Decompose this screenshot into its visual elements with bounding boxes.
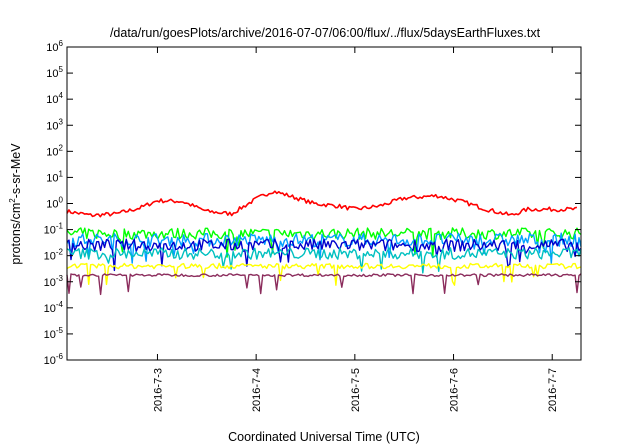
x-axis: 2016-7-3 2016-7-4 2016-7-5 2016-7-6 2016-7-7 (152, 47, 559, 412)
y-tick-label: 105 (46, 65, 63, 80)
y-tick-label: 106 (46, 39, 63, 54)
y-tick-label: 10-1 (44, 222, 64, 237)
y-tick-label: 104 (46, 91, 63, 106)
y-tick-label: 101 (46, 169, 63, 184)
series-line (66, 232, 582, 264)
x-tick-label: 2016-7-4 (251, 368, 263, 412)
y-tick-label: 102 (46, 143, 63, 158)
series-line (66, 262, 582, 286)
series-line (66, 273, 582, 296)
y-tick-label: 10-4 (44, 300, 64, 315)
y-tick-label: 100 (46, 196, 63, 211)
y-tick-label: 10-2 (44, 248, 64, 263)
y-tick-label: 10-3 (44, 274, 64, 289)
series-line (66, 247, 582, 274)
series-line (66, 190, 578, 218)
x-axis-label: Coordinated Universal Time (UTC) (228, 430, 420, 444)
y-axis-label: protons/cm2-s-sr-MeV (8, 143, 23, 265)
y-tick-label: 10-6 (44, 352, 64, 367)
x-tick-label: 2016-7-5 (350, 368, 362, 412)
plot-area (66, 190, 582, 296)
y-tick-label: 103 (46, 117, 63, 132)
plot-frame (66, 46, 582, 361)
x-tick-label: 2016-7-7 (547, 368, 559, 412)
x-tick-label: 2016-7-3 (152, 368, 164, 412)
chart-title: /data/run/goesPlots/archive/2016-07-07/0… (110, 26, 541, 40)
y-tick-label: 10-5 (44, 326, 64, 341)
x-tick-label: 2016-7-6 (449, 368, 461, 412)
series-line (66, 238, 582, 272)
y-axis: 10-6 10-5 10-4 10-3 10-2 10-1 100 101 102 103 104 1… (44, 39, 581, 367)
